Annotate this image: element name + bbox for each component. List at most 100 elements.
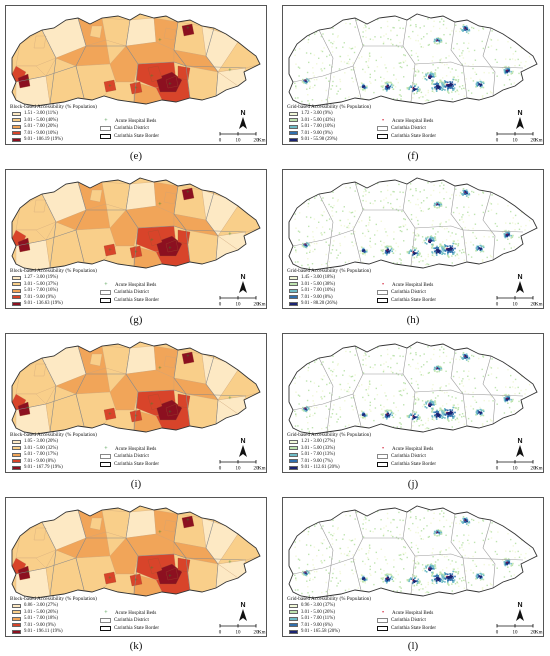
accessibility-grid-cell	[400, 587, 402, 589]
accessibility-grid-cell	[433, 512, 435, 514]
accessibility-grid-cell	[447, 81, 449, 84]
accessibility-grid-cell	[425, 79, 428, 81]
accessibility-grid-cell	[473, 213, 476, 216]
accessibility-grid-cell	[305, 216, 308, 218]
accessibility-grid-cell	[409, 511, 412, 513]
accessibility-grid-cell	[372, 531, 374, 533]
north-arrow-icon	[239, 609, 247, 621]
accessibility-grid-cell	[339, 572, 342, 575]
accessibility-grid-cell	[490, 45, 493, 47]
accessibility-grid-cell	[489, 23, 491, 25]
accessibility-grid-cell	[362, 247, 365, 250]
accessibility-grid-cell	[438, 204, 440, 206]
accessibility-grid-cell	[437, 367, 439, 370]
accessibility-grid-cell	[380, 76, 382, 78]
accessibility-grid-cell	[506, 71, 508, 73]
accessibility-grid-cell	[521, 584, 524, 586]
legend-swatch	[12, 275, 21, 280]
hospital-marker: •	[446, 83, 448, 88]
accessibility-block	[147, 65, 163, 83]
accessibility-grid-cell	[309, 413, 311, 416]
accessibility-grid-cell	[473, 346, 475, 348]
accessibility-grid-cell	[445, 191, 448, 193]
accessibility-grid-cell	[433, 91, 435, 94]
accessibility-grid-cell	[441, 87, 443, 90]
north-label: N	[517, 110, 523, 117]
accessibility-grid-cell	[365, 364, 367, 366]
accessibility-grid-cell	[518, 392, 521, 394]
accessibility-grid-cell	[467, 211, 469, 213]
district-boundary	[41, 29, 57, 105]
accessibility-block	[181, 187, 195, 201]
accessibility-grid-cell	[311, 194, 313, 196]
accessibility-grid-cell	[508, 34, 511, 36]
accessibility-grid-cell	[434, 561, 437, 563]
accessibility-grid-cell	[444, 249, 446, 252]
accessibility-grid-cell	[382, 416, 385, 419]
accessibility-grid-cell	[462, 189, 464, 192]
accessibility-grid-cell	[442, 84, 445, 86]
accessibility-grid-cell	[466, 27, 469, 30]
legend-class: 3.01 - 5.00 (26%)	[12, 610, 58, 615]
accessibility-grid-cell	[392, 98, 395, 100]
district-boundary	[15, 229, 77, 247]
accessibility-grid-cell	[420, 424, 422, 426]
accessibility-grid-cell	[369, 101, 371, 103]
accessibility-grid-cell	[398, 554, 400, 556]
accessibility-grid-cell	[382, 85, 384, 87]
accessibility-grid-cell	[451, 560, 453, 562]
accessibility-grid-cell	[306, 81, 308, 83]
scale-bar: 0 10 20 Km	[495, 132, 543, 144]
accessibility-grid-cell	[527, 99, 529, 101]
accessibility-grid-cell	[358, 549, 360, 551]
accessibility-grid-cell	[296, 31, 298, 33]
accessibility-grid-cell	[298, 540, 301, 542]
accessibility-grid-cell	[486, 256, 488, 259]
accessibility-grid-cell	[488, 594, 490, 597]
legend-class: 3.01 - 5.00 (38%)	[289, 282, 335, 287]
accessibility-grid-cell	[396, 262, 398, 264]
accessibility-grid-cell	[468, 28, 470, 31]
accessibility-grid-cell	[505, 395, 508, 398]
district-boundary	[205, 519, 219, 589]
accessibility-grid-cell	[472, 227, 474, 230]
accessibility-grid-cell	[475, 83, 478, 86]
district-boundary	[482, 519, 496, 589]
accessibility-grid-cell	[447, 559, 450, 561]
accessibility-grid-cell	[399, 265, 402, 267]
accessibility-grid-cell	[325, 262, 328, 265]
accessibility-grid-cell	[384, 248, 386, 250]
district-boundary	[402, 19, 416, 103]
accessibility-grid-cell	[294, 425, 297, 427]
accessibility-grid-cell	[438, 368, 440, 370]
accessibility-grid-cell	[313, 242, 316, 245]
accessibility-grid-cell	[417, 71, 420, 73]
scale-unit: Km	[535, 631, 543, 636]
legend-class: 5.01 - 7.00 (10%)	[289, 124, 335, 129]
accessibility-grid-cell	[368, 52, 371, 54]
accessibility-grid-cell	[370, 410, 372, 412]
accessibility-block	[55, 203, 111, 231]
accessibility-grid-cell	[305, 79, 307, 81]
accessibility-grid-cell	[354, 190, 356, 192]
state-border	[288, 13, 538, 107]
accessibility-grid-cell	[395, 208, 398, 211]
accessibility-grid-cell	[409, 183, 412, 185]
accessibility-grid-cell	[412, 250, 415, 253]
accessibility-grid-cell	[461, 357, 464, 359]
accessibility-grid-cell	[330, 205, 332, 208]
accessibility-grid-cell	[427, 91, 429, 94]
accessibility-grid-cell	[298, 525, 300, 527]
accessibility-grid-cell	[406, 64, 408, 67]
accessibility-grid-cell	[438, 533, 441, 535]
accessibility-grid-cell	[431, 254, 434, 256]
hospital-marker: +	[158, 202, 162, 208]
accessibility-grid-cell	[420, 38, 423, 40]
accessibility-grid-cell	[399, 41, 401, 44]
accessibility-grid-cell	[435, 88, 438, 91]
accessibility-grid-cell	[442, 249, 444, 251]
accessibility-grid-cell	[330, 416, 332, 418]
district-boundary	[173, 349, 191, 427]
accessibility-grid-cell	[331, 374, 333, 376]
accessibility-grid-cell	[431, 81, 434, 83]
